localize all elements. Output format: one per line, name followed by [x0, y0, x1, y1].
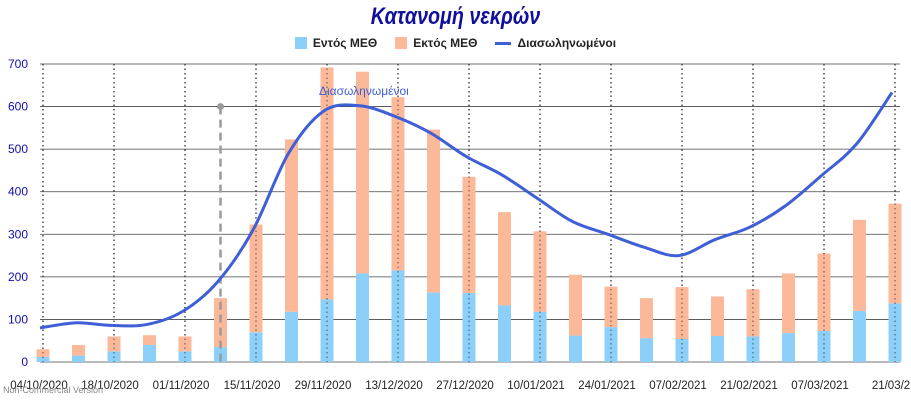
x-tick-label: 18/10/2020: [81, 380, 139, 392]
x-tick-label: 07/02/2021: [649, 380, 707, 392]
y-tick-label: 0: [21, 355, 28, 369]
y-tick-label: 700: [8, 57, 28, 71]
legend-item-outside-icu[interactable]: Εκτός ΜΕΘ: [395, 36, 477, 50]
x-tick-label: 10/01/2021: [507, 380, 565, 392]
bar-inside-icu: [533, 311, 547, 362]
series-line-intubated: [39, 91, 894, 330]
bar-outside-icu: [675, 287, 689, 340]
bar-inside-icu: [782, 333, 795, 362]
bar-inside-icu: [143, 344, 156, 362]
y-tick-label: 600: [8, 100, 28, 114]
chart-title: Κατανομή νεκρών: [370, 3, 541, 30]
y-tick-label: 400: [8, 185, 28, 199]
x-tick-label: 27/12/2020: [436, 380, 494, 392]
bar-inside-icu: [462, 293, 476, 362]
marker-dot: [217, 103, 224, 111]
bar-outside-icu: [711, 296, 724, 337]
y-tick-label: 100: [8, 312, 28, 326]
legend-label-intubated: Διασωληνωμένοι: [517, 36, 617, 50]
bar-outside-icu: [285, 139, 298, 312]
bar-inside-icu: [604, 327, 618, 362]
bar-outside-icu: [640, 298, 653, 339]
bar-inside-icu: [72, 355, 85, 362]
x-tick-label: 01/11/2020: [153, 380, 210, 392]
bar-outside-icu: [569, 274, 582, 336]
legend-label-outside-icu: Εκτός ΜΕΘ: [413, 36, 478, 50]
x-tick-label: 15/11/2020: [224, 380, 281, 392]
chart-legend: Εντός ΜΕΘ Εκτός ΜΕΘ Διασωληνωμένοι: [0, 36, 911, 50]
x-tick-label: 13/12/2020: [365, 380, 423, 392]
bar-outside-icu: [391, 97, 405, 271]
bar-inside-icu: [817, 330, 831, 362]
bar-outside-icu: [143, 335, 156, 345]
bar-inside-icu: [285, 311, 298, 362]
bar-outside-icu: [817, 253, 831, 331]
bar-outside-icu: [320, 67, 334, 300]
bar-outside-icu: [72, 344, 85, 356]
bar-outside-icu: [604, 286, 618, 328]
bar-outside-icu: [356, 71, 369, 274]
legend-item-intubated[interactable]: Διασωληνωμένοι: [495, 36, 616, 50]
x-tick-label: 24/01/2021: [578, 380, 636, 392]
bar-outside-icu: [249, 224, 263, 333]
x-tick-label: 29/11/2020: [295, 380, 352, 392]
bar-inside-icu: [427, 292, 440, 362]
y-tick-label: 500: [8, 142, 28, 156]
bar-inside-icu: [356, 273, 369, 362]
y-tick-label: 300: [8, 227, 28, 241]
bar-outside-icu: [462, 176, 476, 294]
x-tick-label: 04/10/2020: [10, 380, 68, 392]
bar-inside-icu: [640, 338, 653, 362]
legend-swatch-outside-icu: [395, 37, 408, 49]
bar-inside-icu: [249, 332, 263, 362]
legend-item-inside-icu[interactable]: Εντός ΜΕΘ: [294, 36, 378, 50]
bar-inside-icu: [711, 336, 724, 362]
bar-inside-icu: [675, 339, 689, 362]
bar-outside-icu: [427, 129, 440, 293]
bar-inside-icu: [853, 310, 866, 362]
annotation-label: Διασωληνωμένοι: [319, 84, 409, 98]
bar-outside-icu: [782, 273, 795, 334]
x-tick-label: 07/03/2021: [791, 380, 849, 392]
bar-inside-icu: [888, 303, 902, 362]
bar-inside-icu: [746, 336, 760, 362]
x-tick-label: 21/02/2021: [720, 380, 778, 392]
watermark: Non-Commercial Version: [3, 385, 104, 395]
legend-swatch-inside-icu: [294, 37, 307, 49]
x-tick-label: 21/03/2: [872, 380, 910, 392]
y-tick-label: 200: [8, 270, 28, 284]
bar-outside-icu: [853, 219, 866, 311]
bar-outside-icu: [498, 212, 511, 306]
bar-inside-icu: [36, 356, 50, 362]
legend-swatch-intubated: [495, 41, 512, 45]
bar-inside-icu: [569, 335, 582, 362]
legend-label-inside-icu: Εντός ΜΕΘ: [312, 36, 378, 50]
bar-outside-icu: [214, 298, 227, 348]
bar-inside-icu: [498, 305, 511, 362]
